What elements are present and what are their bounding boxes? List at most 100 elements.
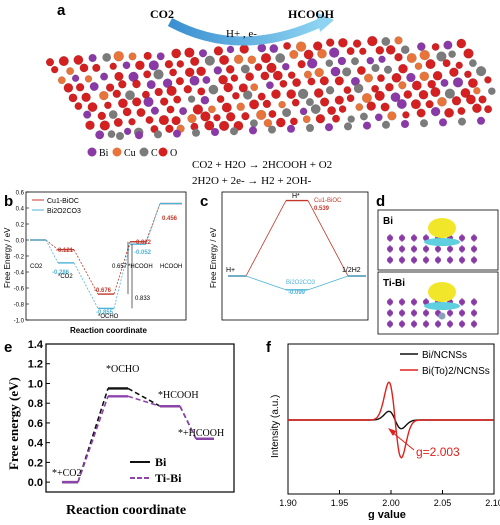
atom [247, 55, 257, 65]
atom [356, 66, 366, 75]
atom [399, 310, 405, 316]
atom [459, 310, 465, 316]
svg-text:Bi/NCNSs: Bi/NCNSs [422, 350, 467, 361]
atom [132, 79, 141, 89]
atom [334, 95, 344, 105]
atom [107, 130, 116, 139]
atom [286, 89, 297, 99]
atom [143, 51, 152, 61]
atom [99, 120, 110, 131]
atom [416, 108, 426, 118]
atom [437, 96, 447, 107]
atom [145, 115, 154, 125]
atom [173, 129, 181, 138]
atom [411, 310, 417, 316]
barrier-label: 0.657 [112, 264, 128, 270]
atom [105, 83, 115, 92]
atom [328, 47, 340, 58]
atom [74, 102, 83, 111]
value-label: 0.456 [162, 216, 178, 222]
atom [266, 62, 277, 73]
atom [411, 235, 417, 241]
atom [337, 56, 347, 66]
atom [338, 105, 347, 113]
atom [399, 246, 405, 252]
atom [250, 83, 259, 92]
atom [411, 246, 417, 252]
atom [471, 310, 477, 316]
panel-f-legend: Bi/NCNSs Bi(To)2/NCNSs [400, 350, 490, 377]
atom [143, 70, 152, 79]
atom [366, 101, 376, 111]
atom [436, 51, 447, 62]
atom [394, 36, 403, 45]
atom [435, 246, 441, 252]
svg-text:Ti-Bi: Ti-Bi [155, 471, 182, 485]
atom [150, 106, 160, 115]
atom [347, 115, 355, 123]
atom [475, 66, 487, 77]
atom [471, 235, 477, 241]
atom [128, 118, 136, 126]
atom [230, 127, 238, 136]
state-label: *OCHO [106, 364, 139, 375]
y-tick-label: -0.8 [14, 303, 25, 309]
panel-b-legend: Cu1-BiOC Bi2O2CO3 [32, 198, 81, 215]
atom [447, 321, 453, 327]
atom [435, 257, 441, 263]
atom [387, 310, 393, 316]
co2-label: CO2 [150, 7, 174, 21]
connector [307, 200, 349, 277]
y-tick-label: 1.2 [28, 359, 43, 371]
atom [239, 44, 249, 54]
atom [334, 76, 344, 86]
atom [444, 88, 456, 99]
atom [406, 52, 417, 64]
atom [297, 60, 306, 69]
panel-d: d Bi Ti-Bi [374, 188, 500, 338]
atom [396, 98, 407, 110]
atom-legend: Bi Cu C O [87, 147, 177, 159]
value-label: -0.676 [94, 288, 112, 294]
atom [197, 87, 206, 96]
atom [371, 84, 380, 93]
atom [419, 49, 430, 61]
atom [411, 257, 417, 263]
atom [135, 131, 143, 140]
atom [236, 102, 245, 112]
atom [50, 65, 59, 74]
atom [112, 89, 122, 99]
panel-b-label: b [4, 193, 13, 210]
atom [109, 62, 117, 71]
svg-text:Cu1-BiOC: Cu1-BiOC [47, 198, 79, 205]
state-label: 1/2H2 [342, 267, 361, 274]
atom [75, 83, 85, 92]
atom [68, 93, 78, 103]
atom [438, 312, 446, 320]
atom [218, 74, 228, 85]
connector [127, 395, 161, 407]
atom [400, 45, 410, 55]
y-tick-label: -0.6 [14, 287, 25, 293]
atom [306, 124, 314, 132]
atom [88, 53, 97, 63]
svg-text:Bi2O2CO3: Bi2O2CO3 [47, 208, 81, 215]
atom [230, 74, 239, 82]
panel-a: a CO2 HCOOH H+ , e- Bi Cu C O CO2 + H2O … [0, 0, 500, 190]
atom [218, 120, 230, 132]
atom [403, 90, 413, 99]
atom [202, 75, 211, 85]
atom [448, 50, 456, 59]
equation-1: CO2 + H2O → 2HCOOH + O2 [192, 159, 332, 171]
panel-e-legend: Bi Ti-Bi [130, 455, 182, 485]
atom [355, 103, 364, 112]
atom [346, 94, 355, 103]
atom [383, 65, 393, 74]
x-tick-label: 1.90 [279, 498, 297, 508]
state-label: *+CO2 [52, 468, 82, 479]
atom [272, 70, 283, 81]
atom [343, 86, 352, 95]
atom [249, 99, 260, 110]
svg-text:Bi(To)2/NCNSs: Bi(To)2/NCNSs [422, 366, 490, 377]
connector [245, 275, 287, 291]
